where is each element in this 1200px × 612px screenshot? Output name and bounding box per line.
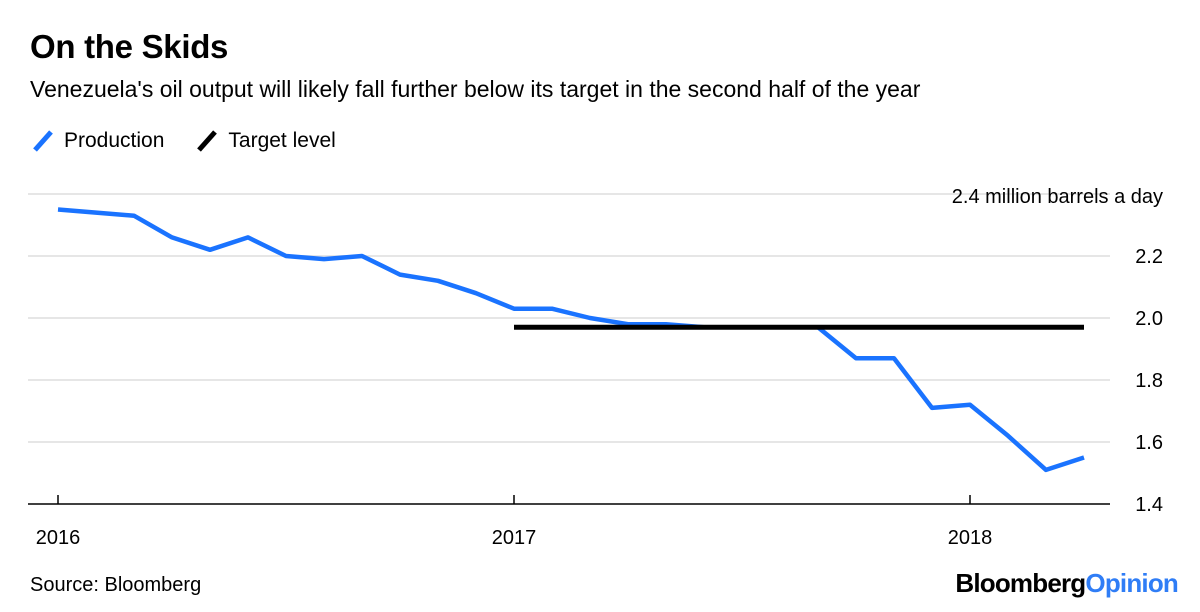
gridlines (28, 193, 1110, 443)
y-tick-label: 2.2 (1135, 246, 1163, 268)
y-axis-tick-labels: 1.4 1.6 1.8 2.0 2.2 (1135, 246, 1163, 516)
x-tick-label: 2017 (492, 527, 537, 549)
production-line (57, 207, 1085, 473)
y-tick-label: 2.0 (1135, 308, 1163, 330)
brand-suffix: Opinion (1085, 568, 1178, 598)
y-tick-label: 1.4 (1135, 494, 1163, 516)
legend-label-target: Target level (228, 129, 336, 152)
legend-item-target: Target level (194, 128, 336, 154)
series-lines (57, 207, 1085, 473)
x-tick-label: 2018 (948, 527, 993, 549)
chart-title: On the Skids (30, 28, 229, 65)
production-legend-swatch-icon (33, 130, 53, 152)
x-axis-ticks: 2016 2017 2018 (36, 495, 993, 549)
legend: Production Target level (30, 127, 366, 155)
chart-subtitle: Venezuela's oil output will likely fall … (30, 76, 921, 102)
y-tick-label: 1.6 (1135, 432, 1163, 454)
unit-label: 2.4 million barrels a day (952, 186, 1163, 208)
brand-logo: BloombergOpinion (955, 568, 1178, 599)
legend-label-production: Production (64, 129, 165, 152)
brand-name: Bloomberg (955, 568, 1086, 598)
target-legend-swatch-icon (197, 130, 218, 152)
x-tick-label: 2016 (36, 527, 81, 549)
y-tick-label: 1.8 (1135, 370, 1163, 392)
source-note: Source: Bloomberg (30, 574, 202, 596)
legend-item-production: Production (30, 128, 164, 154)
